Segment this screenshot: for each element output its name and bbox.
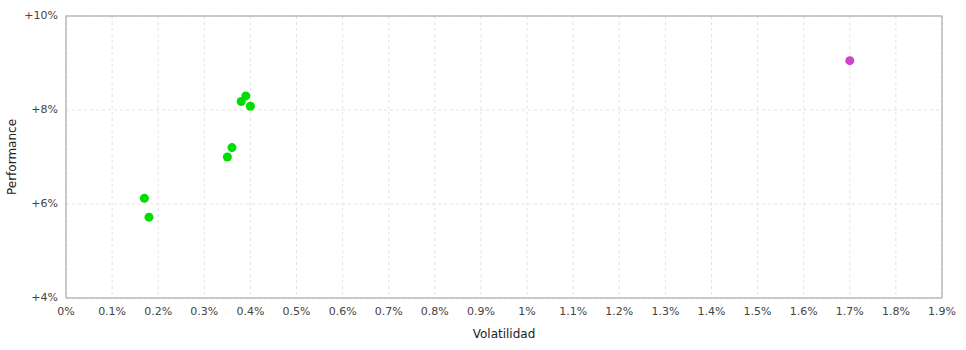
x-tick-label: 1.7%: [836, 305, 864, 318]
x-grid-line: [480, 16, 481, 298]
x-axis-label: Volatilidad: [473, 327, 536, 341]
points: [140, 56, 854, 222]
point: [845, 56, 854, 65]
y-tick-label: +4%: [31, 291, 58, 304]
x-tick-label: 0.9%: [467, 305, 495, 318]
x-grid-line: [757, 16, 758, 298]
x-tick-label: 0.7%: [375, 305, 403, 318]
x-grid-line: [112, 16, 113, 298]
y-tick-label: +10%: [24, 9, 58, 22]
y-tick-label: +8%: [31, 103, 58, 116]
point: [144, 213, 153, 222]
point: [227, 143, 236, 152]
tick-labels: 0% 0.1% 0.2% 0.3% 0.4% 0.5% 0.6% 0.7% 0.8% 0.9% 1%…: [24, 9, 956, 318]
x-grid-line: [434, 16, 435, 298]
x-tick-label: 1.6%: [790, 305, 818, 318]
x-grid-line: [296, 16, 297, 298]
x-tick-label: 0%: [57, 305, 74, 318]
x-tick-label: 0.4%: [236, 305, 264, 318]
y-grid-line: [66, 110, 942, 111]
x-grid-line: [158, 16, 159, 298]
x-grid-line: [250, 16, 251, 298]
series: [140, 91, 255, 221]
y-tick-label: +6%: [31, 197, 58, 210]
point: [241, 91, 250, 100]
point: [140, 194, 149, 203]
series: [845, 56, 854, 65]
y-axis-label: Performance: [5, 119, 19, 195]
grid: [66, 16, 942, 298]
x-grid-line: [204, 16, 205, 298]
x-grid-line: [388, 16, 389, 298]
x-grid-line: [619, 16, 620, 298]
x-tick-label: 0.8%: [421, 305, 449, 318]
x-tick-label: 1.5%: [744, 305, 772, 318]
point: [223, 153, 232, 162]
x-tick-label: 1%: [518, 305, 535, 318]
x-grid-line: [803, 16, 804, 298]
point: [246, 102, 255, 111]
x-grid-line: [342, 16, 343, 298]
x-tick-label: 1.8%: [882, 305, 910, 318]
x-grid-line: [711, 16, 712, 298]
x-tick-label: 0.2%: [144, 305, 172, 318]
plot-area: [66, 16, 942, 298]
x-tick-label: 0.6%: [329, 305, 357, 318]
x-tick-label: 1.4%: [697, 305, 725, 318]
x-grid-line: [527, 16, 528, 298]
chart: 0% 0.1% 0.2% 0.3% 0.4% 0.5% 0.6% 0.7% 0.8% 0.9% 1%…: [0, 0, 966, 350]
y-grid-line: [66, 204, 942, 205]
x-grid-line: [895, 16, 896, 298]
x-tick-label: 1.1%: [559, 305, 587, 318]
x-tick-label: 1.3%: [651, 305, 679, 318]
x-tick-label: 1.9%: [928, 305, 956, 318]
x-tick-label: 1.2%: [605, 305, 633, 318]
x-grid-line: [665, 16, 666, 298]
x-tick-label: 0.3%: [190, 305, 218, 318]
x-grid-line: [573, 16, 574, 298]
x-tick-label: 0.1%: [98, 305, 126, 318]
plot-frame: [66, 16, 942, 298]
x-tick-label: 0.5%: [283, 305, 311, 318]
